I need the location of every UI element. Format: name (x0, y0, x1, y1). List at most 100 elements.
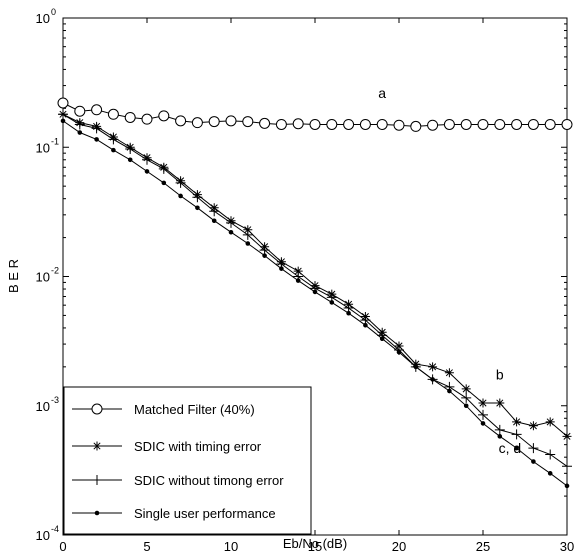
data-point (58, 109, 68, 120)
data-point (443, 118, 455, 130)
data-point (107, 108, 119, 120)
data-point (262, 253, 267, 258)
data-point (91, 104, 103, 116)
series-1 (57, 97, 573, 132)
legend-box (63, 386, 312, 535)
y-axis-label: B E R (6, 259, 21, 293)
data-point (527, 118, 539, 130)
data-point (243, 225, 253, 235)
data-point (494, 118, 506, 130)
data-point (158, 163, 169, 174)
data-point (396, 349, 402, 355)
data-point (141, 113, 153, 125)
data-point (209, 206, 220, 217)
legend-marker (92, 441, 102, 451)
x-tick-label: 15 (308, 539, 322, 552)
data-point (279, 266, 284, 271)
y-tick-label: 10 (36, 270, 50, 285)
data-point (511, 118, 523, 130)
data-point (494, 424, 505, 435)
data-point (478, 398, 488, 408)
data-point (413, 364, 419, 370)
data-point (480, 421, 486, 426)
curve-label: b (496, 366, 504, 382)
data-point (561, 118, 573, 130)
data-point (228, 229, 234, 235)
y-tick-exponent: -1 (51, 136, 59, 146)
x-tick-label: 20 (392, 539, 406, 552)
y-tick-exponent: -4 (51, 524, 59, 534)
data-point (195, 205, 200, 211)
data-point (191, 117, 203, 129)
data-point (242, 116, 254, 128)
data-point (293, 266, 303, 276)
data-point (175, 115, 187, 127)
data-point (528, 421, 538, 431)
data-point (359, 118, 371, 130)
data-point (363, 322, 368, 328)
data-point (111, 147, 116, 153)
x-tick-label: 0 (59, 539, 66, 552)
data-point (511, 429, 522, 440)
data-point (562, 461, 572, 472)
data-point (379, 336, 385, 342)
data-point (295, 278, 301, 283)
y-tick-label: 10 (36, 11, 50, 26)
data-point (343, 118, 355, 130)
x-tick-label: 5 (143, 539, 150, 552)
data-point (242, 229, 253, 240)
data-point (226, 217, 236, 228)
data-point (545, 417, 555, 427)
data-point (514, 445, 519, 451)
data-point (77, 130, 83, 135)
data-point (161, 180, 167, 186)
data-point (144, 169, 150, 174)
curve-label: a (378, 85, 386, 101)
legend-marker (91, 403, 103, 415)
data-point (393, 119, 405, 131)
data-point (564, 483, 570, 489)
data-point (428, 362, 438, 372)
data-point (497, 434, 503, 439)
data-point (158, 110, 170, 122)
data-point (545, 449, 556, 460)
data-point (329, 300, 335, 305)
data-point (94, 137, 99, 142)
curve-label: c, d (499, 440, 522, 456)
data-point (547, 471, 553, 476)
series-4 (60, 118, 570, 489)
data-point (460, 118, 472, 130)
x-tick-label: 30 (560, 539, 574, 552)
data-point (125, 143, 136, 154)
data-point (477, 118, 489, 130)
data-point (208, 116, 220, 128)
legend-entry-label: Matched Filter (40%) (134, 402, 255, 417)
annotation-layer: a b c, d (378, 85, 521, 456)
data-point (74, 119, 85, 130)
data-point (544, 118, 556, 130)
legend-entry-label: SDIC without timong error (134, 473, 284, 488)
data-point (60, 118, 66, 124)
data-point (444, 368, 454, 378)
data-point (376, 118, 388, 130)
data-point (175, 177, 186, 188)
y-tick-label: 10 (36, 528, 50, 543)
x-tick-label: 25 (476, 539, 490, 552)
data-point (309, 118, 321, 130)
data-point (531, 459, 536, 464)
x-tick-label: 10 (224, 539, 238, 552)
legend-entry-label: Single user performance (134, 506, 276, 521)
data-point (461, 392, 472, 403)
data-point (427, 119, 439, 131)
data-point (245, 241, 251, 246)
data-point (225, 115, 237, 127)
data-point (91, 123, 102, 134)
data-point (447, 388, 452, 394)
data-point (495, 398, 505, 408)
data-point (461, 384, 471, 394)
data-point (292, 118, 304, 130)
y-tick-exponent: -3 (51, 395, 59, 405)
data-point (275, 118, 287, 130)
